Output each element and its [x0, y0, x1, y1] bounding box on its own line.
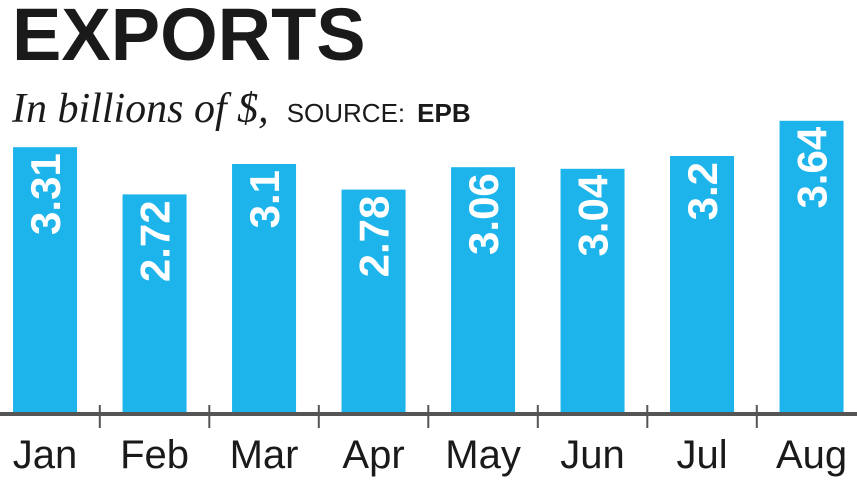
value-label: 3.04 [570, 174, 617, 256]
value-label: 2.78 [351, 196, 398, 278]
x-tick-label: Mar [230, 433, 299, 477]
value-label: 3.31 [22, 153, 69, 235]
subtitle-line: In billions of $, SOURCE: EPB [11, 86, 471, 132]
x-tick-label: Aug [776, 433, 847, 477]
chart-title: EXPORTS [12, 0, 366, 76]
value-label: 3.1 [241, 170, 288, 228]
bar [779, 120, 844, 413]
bar [232, 164, 297, 412]
x-tick-label: Feb [120, 433, 189, 477]
bar [13, 147, 78, 412]
source: EPB [417, 98, 470, 128]
x-tick-label: May [445, 433, 521, 477]
source-label: SOURCE: [287, 98, 405, 128]
value-label: 2.72 [132, 200, 179, 282]
bar [670, 156, 735, 412]
x-tick-label: Jul [676, 433, 727, 477]
bar [122, 194, 187, 412]
value-label: 3.06 [460, 173, 507, 255]
value-label: 3.2 [679, 162, 726, 220]
subtitle: In billions of $, [11, 86, 269, 132]
bar [560, 168, 625, 412]
bar [341, 189, 406, 412]
value-label: 3.64 [789, 126, 836, 208]
x-tick-label: Apr [342, 433, 404, 477]
x-tick-label: Jan [13, 433, 78, 477]
x-tick-label: Jun [560, 433, 625, 477]
bar [451, 167, 516, 412]
